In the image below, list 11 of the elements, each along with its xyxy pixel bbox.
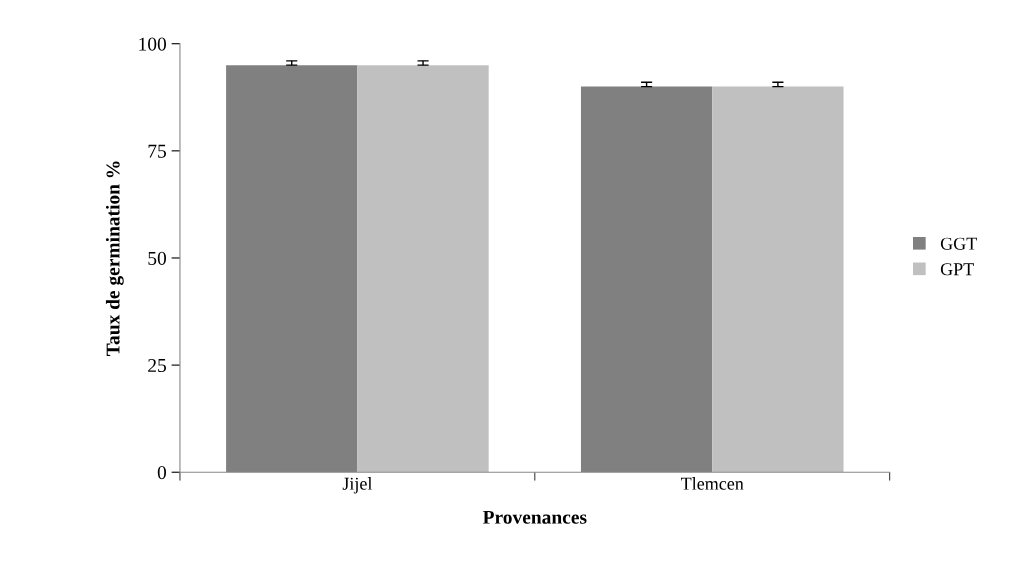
x-tick-label: Tlemcen [681, 477, 744, 490]
y-tick-label: 75 [148, 144, 166, 158]
legend-label: GGT [940, 237, 977, 250]
y-tick-label: 0 [157, 466, 167, 480]
x-tick-label: Jijel [342, 477, 373, 494]
y-tick-label: 50 [148, 251, 167, 265]
y-axis-title: Taux de germination % [105, 161, 124, 356]
x-axis-title: Provenances [482, 510, 587, 524]
y-tick-label: 25 [148, 358, 166, 373]
legend-label: GPT [940, 263, 974, 276]
y-tick-label: 100 [139, 37, 167, 51]
